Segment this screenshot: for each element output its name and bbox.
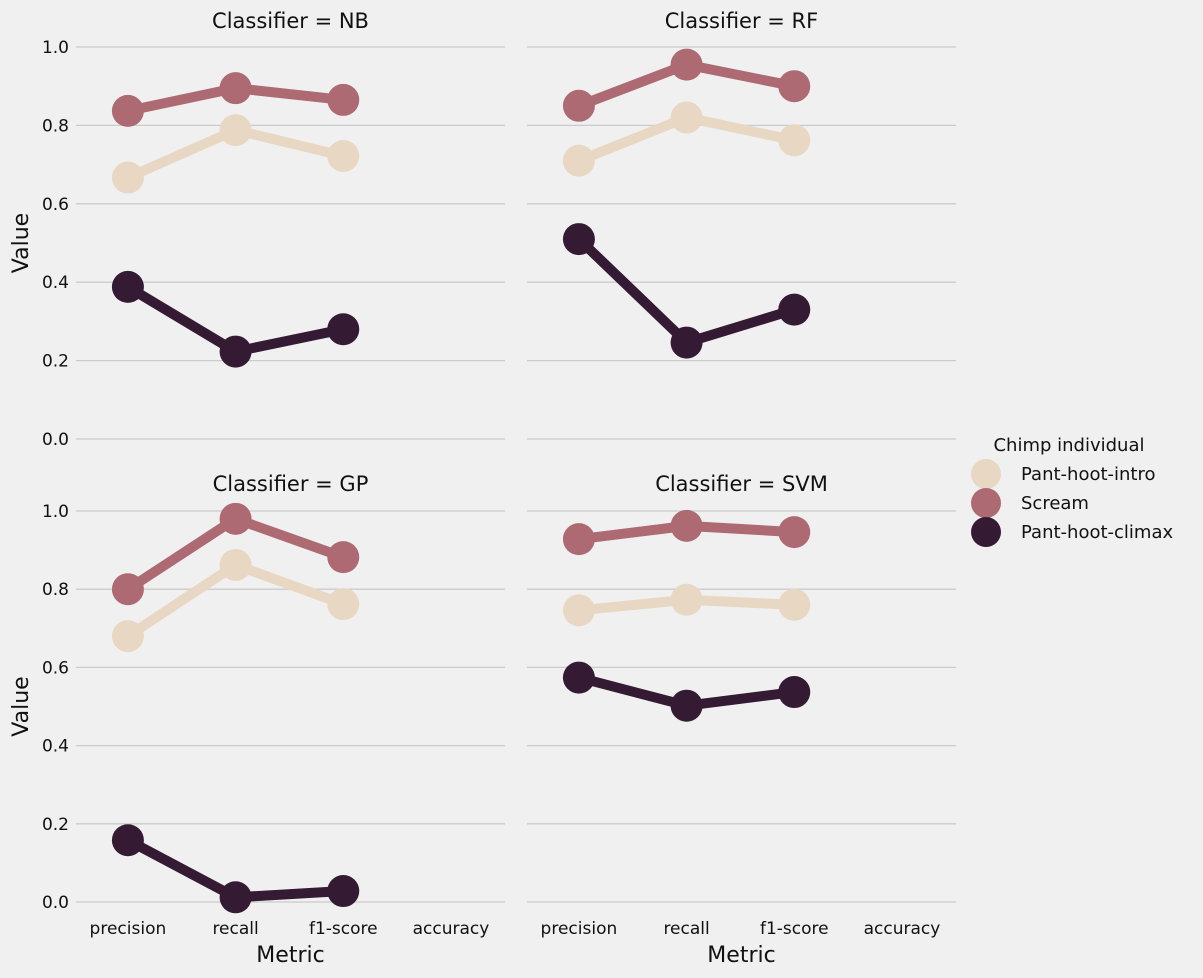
data-point-scream xyxy=(111,94,144,127)
y-tick-label: 0.6 xyxy=(42,658,69,678)
y-axis-label: Value xyxy=(9,213,34,273)
panel-rf: Classifier = RF xyxy=(527,9,956,440)
x-tick-label: precision xyxy=(541,919,618,939)
data-point-pant-hoot-climax xyxy=(327,313,360,346)
data-point-pant-hoot-climax xyxy=(327,875,360,908)
data-point-scream xyxy=(562,89,595,122)
legend-label: Scream xyxy=(1021,493,1089,514)
y-tick-label: 0.8 xyxy=(42,116,69,136)
data-point-pant-hoot-intro xyxy=(111,620,144,653)
data-point-pant-hoot-climax xyxy=(219,881,252,914)
panel-title: Classifier = SVM xyxy=(655,472,828,496)
data-point-pant-hoot-intro xyxy=(111,161,144,194)
y-tick-label: 1.0 xyxy=(42,38,69,58)
legend-marker xyxy=(971,517,1001,547)
x-tick-label: f1-score xyxy=(309,919,378,939)
x-tick-label: accuracy xyxy=(413,919,490,939)
data-point-pant-hoot-climax xyxy=(562,223,595,256)
data-point-pant-hoot-climax xyxy=(670,326,703,359)
data-point-pant-hoot-climax xyxy=(562,661,595,694)
y-tick-label: 0.0 xyxy=(42,430,69,450)
data-point-pant-hoot-intro xyxy=(670,583,703,616)
data-point-pant-hoot-climax xyxy=(111,824,144,857)
panel-title: Classifier = NB xyxy=(212,9,369,33)
panel-nb: 0.0 0.2 0.4 0.6 0.8 1.0 Value Classifier = NB xyxy=(9,9,505,450)
data-point-pant-hoot-climax xyxy=(778,293,811,326)
legend-marker xyxy=(971,488,1001,518)
data-point-scream xyxy=(778,70,811,103)
y-tick-label: 0.4 xyxy=(42,737,69,757)
panel-title: Classifier = RF xyxy=(665,9,818,33)
data-point-scream xyxy=(327,83,360,116)
legend-title: Chimp individual xyxy=(993,435,1144,456)
data-point-pant-hoot-intro xyxy=(327,139,360,172)
data-point-pant-hoot-intro xyxy=(219,548,252,581)
y-axis-label: Value xyxy=(9,676,34,736)
x-tick-label: recall xyxy=(663,919,709,939)
y-tick-label: 0.4 xyxy=(42,273,69,293)
panel-gp: 0.0 0.2 0.4 0.6 0.8 1.0 Value Classifier = GP pr… xyxy=(9,472,505,968)
legend-label: Pant-hoot-climax xyxy=(1021,522,1173,543)
data-point-pant-hoot-intro xyxy=(219,114,252,147)
data-point-pant-hoot-intro xyxy=(562,144,595,177)
data-point-scream xyxy=(670,48,703,81)
x-tick-label: recall xyxy=(212,919,258,939)
data-point-scream xyxy=(219,72,252,105)
data-point-pant-hoot-intro xyxy=(670,101,703,134)
data-point-pant-hoot-intro xyxy=(327,588,360,621)
data-point-pant-hoot-climax xyxy=(111,270,144,303)
y-tick-label: 0.6 xyxy=(42,195,69,215)
y-tick-label: 0.8 xyxy=(42,580,69,600)
legend: Chimp individual Pant-hoot-intro Scream Pan… xyxy=(971,435,1173,547)
data-point-pant-hoot-intro xyxy=(778,124,811,157)
panel-title: Classifier = GP xyxy=(213,472,369,496)
y-tick-label: 1.0 xyxy=(42,502,69,522)
x-axis-label: Metric xyxy=(707,943,775,968)
legend-marker xyxy=(971,459,1001,489)
data-point-scream xyxy=(111,573,144,606)
data-point-pant-hoot-climax xyxy=(219,335,252,368)
legend-label: Pant-hoot-intro xyxy=(1021,464,1156,485)
x-tick-label: f1-score xyxy=(760,919,829,939)
data-point-pant-hoot-climax xyxy=(670,689,703,722)
x-tick-label: accuracy xyxy=(864,919,941,939)
x-tick-label: precision xyxy=(90,919,167,939)
x-axis-label: Metric xyxy=(256,943,324,968)
panel-svm: Classifier = SVM precision recall f1-score a… xyxy=(527,472,956,968)
data-point-pant-hoot-climax xyxy=(778,676,811,709)
y-tick-label: 0.2 xyxy=(42,815,69,835)
data-point-pant-hoot-intro xyxy=(778,588,811,621)
data-point-scream xyxy=(562,523,595,556)
data-point-scream xyxy=(778,516,811,549)
data-point-scream xyxy=(670,509,703,542)
data-point-pant-hoot-intro xyxy=(562,594,595,627)
y-tick-label: 0.2 xyxy=(42,352,69,372)
data-point-scream xyxy=(327,541,360,574)
y-tick-label: 0.0 xyxy=(42,893,69,913)
data-point-scream xyxy=(219,502,252,535)
